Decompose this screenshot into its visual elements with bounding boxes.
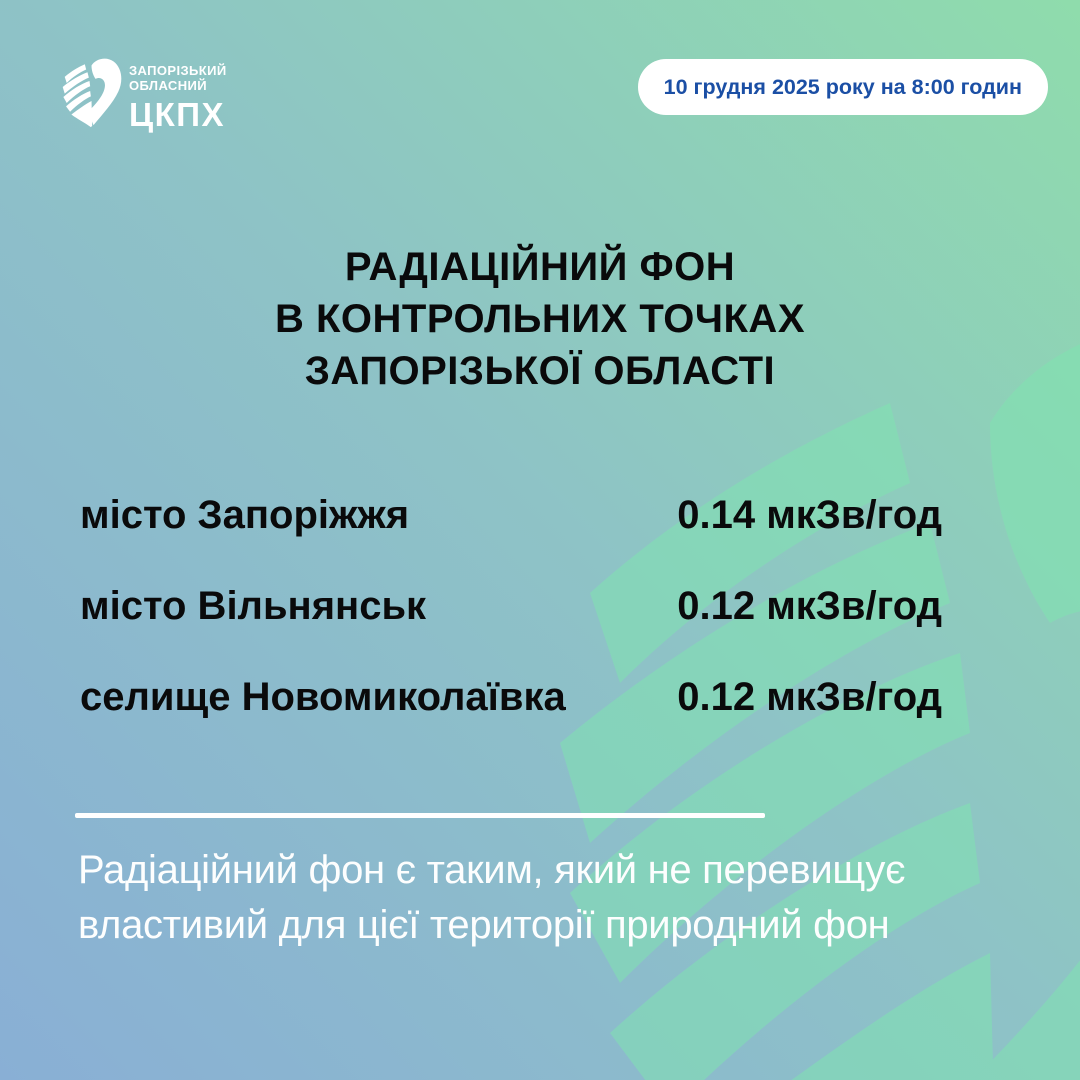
reading-value: 0.12 мкЗв/год	[677, 584, 942, 628]
footnote-line2: властивий для цієї території природний ф…	[78, 903, 890, 947]
page-title: РАДІАЦІЙНИЙ ФОН В КОНТРОЛЬНИХ ТОЧКАХ ЗАП…	[0, 241, 1080, 397]
footnote-line1: Радіаційний фон є таким, який не перевищ…	[78, 848, 906, 892]
reading-location: місто Запоріжжя	[80, 493, 410, 537]
footnote: Радіаційний фон є таким, який не перевищ…	[78, 843, 1008, 953]
readings-list: місто Запоріжжя 0.14 мкЗв/год місто Віль…	[80, 470, 942, 743]
page-title-line3: ЗАПОРІЗЬКОЇ ОБЛАСТІ	[304, 349, 776, 393]
org-acronym: ЦКПХ	[129, 96, 225, 133]
reading-value: 0.14 мкЗв/год	[677, 493, 942, 537]
org-name-line1: ЗАПОРІЗЬКИЙ	[129, 63, 227, 78]
page-title-line2: В КОНТРОЛЬНИХ ТОЧКАХ	[275, 297, 805, 341]
reading-row: місто Запоріжжя 0.14 мкЗв/год	[80, 470, 942, 561]
reading-location: селище Новомиколаївка	[80, 675, 566, 719]
page-title-line1: РАДІАЦІЙНИЙ ФОН	[344, 245, 736, 289]
org-logo-text: ЗАПОРІЗЬКИЙ ОБЛАСНИЙ ЦКПХ	[129, 63, 227, 134]
reading-row: місто Вільнянськ 0.12 мкЗв/год	[80, 561, 942, 652]
divider-line	[75, 813, 765, 818]
reading-value: 0.12 мкЗв/год	[677, 675, 942, 719]
org-name-line2: ОБЛАСНИЙ	[129, 78, 207, 93]
shield-heart-icon	[56, 56, 123, 130]
date-badge: 10 грудня 2025 року на 8:00 годин	[637, 59, 1048, 115]
reading-location: місто Вільнянськ	[80, 584, 427, 628]
reading-row: селище Новомиколаївка 0.12 мкЗв/год	[80, 652, 942, 743]
